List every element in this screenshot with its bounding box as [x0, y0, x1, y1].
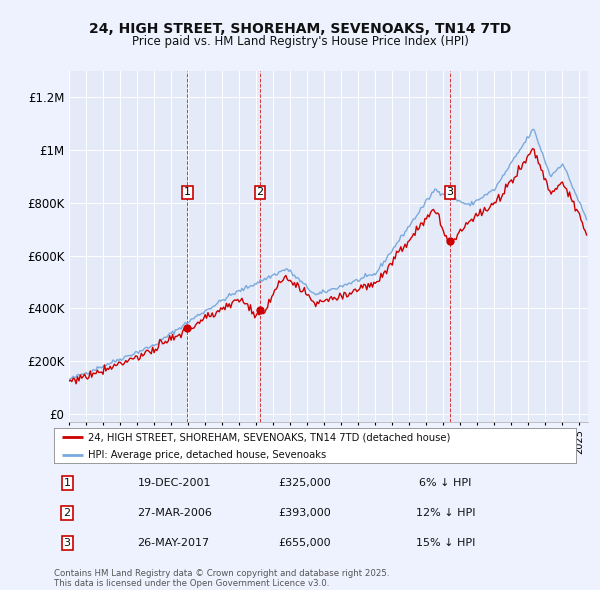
- Text: 24, HIGH STREET, SHOREHAM, SEVENOAKS, TN14 7TD: 24, HIGH STREET, SHOREHAM, SEVENOAKS, TN…: [89, 22, 511, 37]
- Text: 12% ↓ HPI: 12% ↓ HPI: [416, 508, 475, 518]
- Text: Contains HM Land Registry data © Crown copyright and database right 2025.
This d: Contains HM Land Registry data © Crown c…: [54, 569, 389, 588]
- Text: 2: 2: [64, 508, 71, 518]
- Text: £655,000: £655,000: [278, 538, 331, 548]
- Text: Price paid vs. HM Land Registry's House Price Index (HPI): Price paid vs. HM Land Registry's House …: [131, 35, 469, 48]
- Text: 6% ↓ HPI: 6% ↓ HPI: [419, 477, 472, 487]
- Text: £325,000: £325,000: [278, 477, 331, 487]
- Text: 26-MAY-2017: 26-MAY-2017: [137, 538, 209, 548]
- Text: 27-MAR-2006: 27-MAR-2006: [137, 508, 212, 518]
- Text: 3: 3: [64, 538, 71, 548]
- Text: £393,000: £393,000: [278, 508, 331, 518]
- Text: 19-DEC-2001: 19-DEC-2001: [137, 477, 211, 487]
- Text: 24, HIGH STREET, SHOREHAM, SEVENOAKS, TN14 7TD (detached house): 24, HIGH STREET, SHOREHAM, SEVENOAKS, TN…: [88, 432, 451, 442]
- Text: 1: 1: [64, 477, 71, 487]
- Text: 1: 1: [184, 187, 191, 197]
- Text: 15% ↓ HPI: 15% ↓ HPI: [416, 538, 475, 548]
- Text: 2: 2: [257, 187, 263, 197]
- Text: HPI: Average price, detached house, Sevenoaks: HPI: Average price, detached house, Seve…: [88, 450, 326, 460]
- Text: 3: 3: [446, 187, 454, 197]
